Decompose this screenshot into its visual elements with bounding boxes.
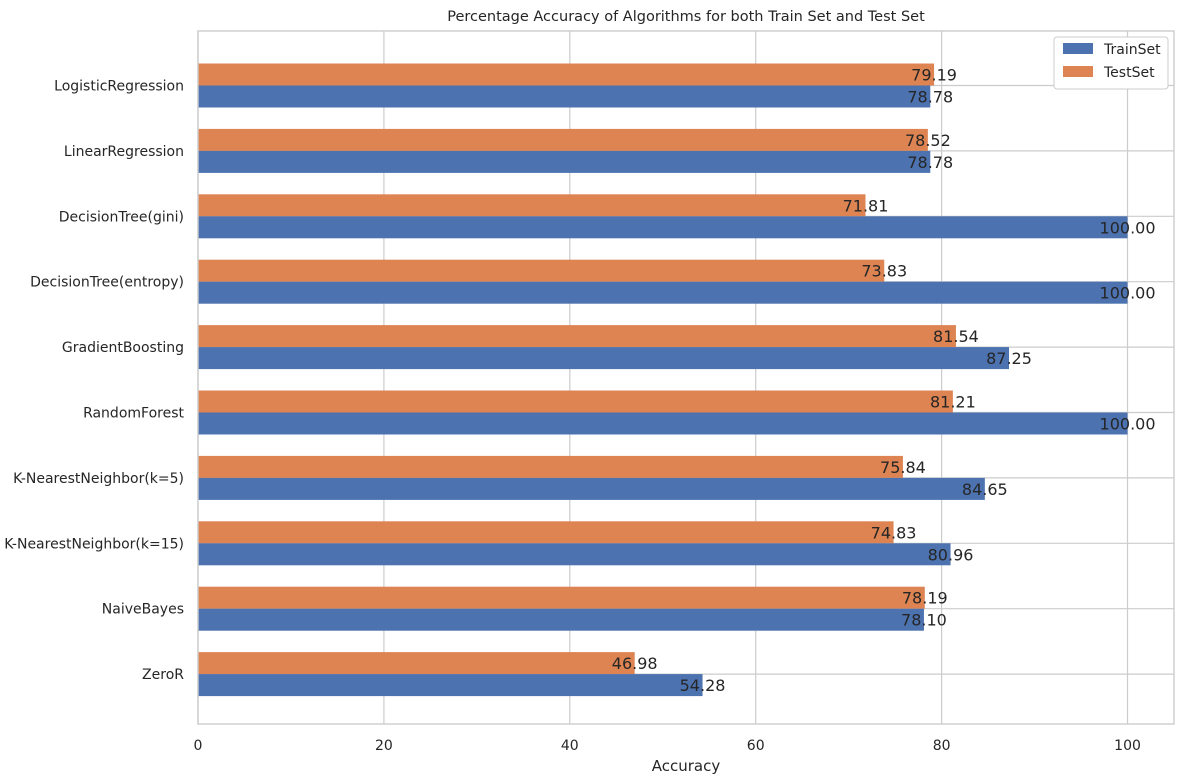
data-labels: 79.19 78.78 78.52 78.78 71.81 100.00 73.83 100.… (612, 66, 1156, 696)
bar-testset-decisiontree-gini (198, 194, 866, 217)
data-label-trainset-zeror: 54.28 (680, 676, 726, 695)
bar-trainset-gradientboosting (198, 347, 1010, 370)
data-label-trainset-randomforest: 100.00 (1100, 415, 1156, 434)
data-label-testset-decisiontree-gini: 71.81 (843, 196, 889, 215)
data-label-trainset-linearregression: 78.78 (907, 153, 953, 172)
legend-label-trainset: TrainSet (1103, 42, 1161, 58)
chart-title: Percentage Accuracy of Algorithms for bo… (447, 9, 925, 25)
legend-swatch-trainset (1063, 43, 1093, 54)
bars (198, 63, 1128, 697)
category-labels: LogisticRegression LinearRegression Decisi… (4, 79, 184, 684)
category-label-decisiontree-gini: DecisionTree(gini) (59, 209, 184, 225)
x-tick-label: 20 (375, 738, 393, 754)
data-label-testset-zeror: 46.98 (612, 654, 658, 673)
bar-trainset-logisticregression (198, 85, 931, 108)
legend-swatch-testset (1063, 66, 1093, 77)
category-label-zeror: ZeroR (142, 667, 184, 683)
data-label-trainset-decisiontree-gini: 100.00 (1100, 218, 1156, 237)
bar-trainset-k-nearestneighbor-k-5 (198, 477, 985, 500)
bar-trainset-randomforest (198, 412, 1128, 435)
data-label-testset-decisiontree-entropy: 73.83 (861, 262, 907, 281)
bar-testset-k-nearestneighbor-k-5 (198, 455, 903, 478)
x-axis-label: Accuracy (652, 757, 721, 775)
data-label-trainset-k-nearestneighbor-k-15: 80.96 (928, 545, 974, 564)
category-label-naivebayes: NaiveBayes (102, 602, 184, 618)
bar-trainset-decisiontree-gini (198, 216, 1128, 239)
category-label-logisticregression: LogisticRegression (54, 79, 184, 95)
data-label-testset-naivebayes: 78.19 (902, 589, 948, 608)
plot-frame (197, 30, 1175, 725)
category-label-randomforest: RandomForest (83, 406, 184, 422)
bar-trainset-zeror (198, 674, 703, 697)
category-label-k-nearestneighbor-k-15: K-NearestNeighbor(k=15) (4, 536, 184, 552)
x-tick-label: 60 (747, 738, 765, 754)
x-tick-label: 100 (1114, 738, 1141, 754)
category-label-gradientboosting: GradientBoosting (62, 340, 184, 356)
data-label-testset-k-nearestneighbor-k-15: 74.83 (871, 523, 917, 542)
x-tick-labels: 0 20 40 60 80 100 (194, 738, 1141, 754)
bar-testset-k-nearestneighbor-k-15 (198, 521, 894, 544)
data-label-testset-linearregression: 78.52 (905, 131, 951, 150)
bar-testset-decisiontree-entropy (198, 259, 885, 282)
data-label-testset-logisticregression: 79.19 (911, 66, 957, 85)
legend: TrainSet TestSet (1053, 36, 1169, 90)
x-tick-label: 40 (561, 738, 579, 754)
bar-testset-logisticregression (198, 63, 935, 86)
bar-trainset-linearregression (198, 150, 931, 173)
data-label-testset-randomforest: 81.21 (930, 393, 976, 412)
data-label-trainset-naivebayes: 78.10 (901, 611, 947, 630)
category-label-linearregression: LinearRegression (64, 144, 184, 160)
category-label-k-nearestneighbor-k-5: K-NearestNeighbor(k=5) (13, 471, 184, 487)
data-label-trainset-decisiontree-entropy: 100.00 (1100, 284, 1156, 303)
bar-trainset-k-nearestneighbor-k-15 (198, 543, 951, 566)
data-label-trainset-k-nearestneighbor-k-5: 84.65 (962, 480, 1008, 499)
bar-trainset-naivebayes (198, 608, 924, 631)
bar-testset-linearregression (198, 128, 928, 151)
data-label-testset-k-nearestneighbor-k-5: 75.84 (880, 458, 926, 477)
category-label-decisiontree-entropy: DecisionTree(entropy) (30, 275, 184, 291)
bar-testset-gradientboosting (198, 325, 956, 348)
x-tick-label: 0 (194, 738, 203, 754)
bar-testset-randomforest (198, 390, 953, 413)
data-label-trainset-logisticregression: 78.78 (907, 88, 953, 107)
x-tick-label: 80 (933, 738, 951, 754)
bar-trainset-decisiontree-entropy (198, 281, 1128, 304)
data-label-trainset-gradientboosting: 87.25 (986, 349, 1032, 368)
bar-testset-naivebayes (198, 586, 925, 609)
bar-testset-zeror (198, 652, 635, 675)
legend-label-testset: TestSet (1103, 65, 1155, 81)
data-label-testset-gradientboosting: 81.54 (933, 327, 979, 346)
